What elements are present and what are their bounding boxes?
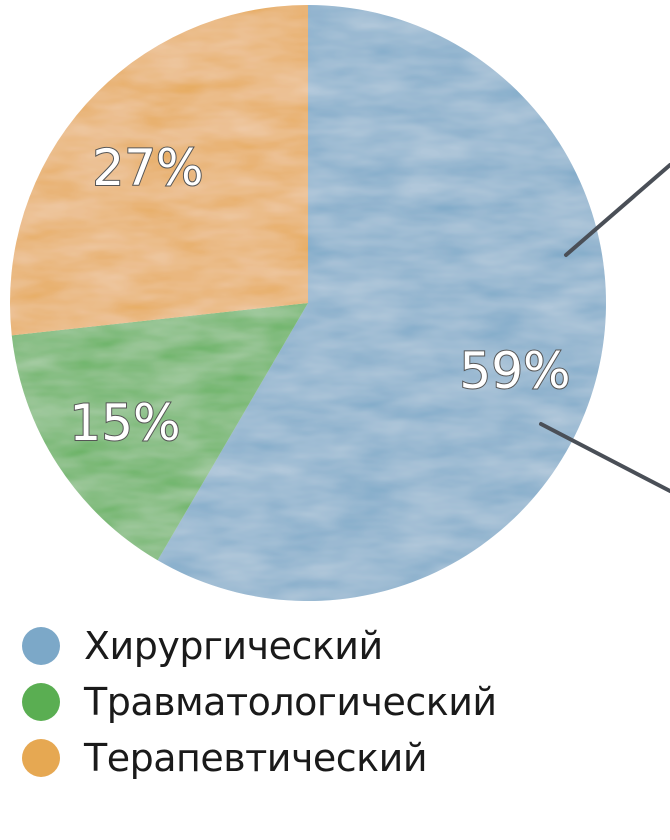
slice-label-traumatology: 15% <box>69 394 180 452</box>
legend-item-traumatology: Травматологический <box>22 674 662 730</box>
pie-slice-therapeutic <box>9 5 309 336</box>
legend-item-therapeutic: Терапевтический <box>22 730 662 786</box>
pie-slice-surgical <box>157 5 606 601</box>
callout-line-upper <box>564 163 670 257</box>
pie-chart: 59% 15% 27% <box>9 5 670 601</box>
legend-label-therapeutic: Терапевтический <box>84 736 428 780</box>
pie-slice-traumatology <box>11 303 308 561</box>
slice-label-therapeutic: 27% <box>92 139 203 197</box>
legend-label-traumatology: Травматологический <box>84 680 497 724</box>
legend-label-surgical: Хирургический <box>84 624 383 668</box>
callout-lines <box>539 163 670 493</box>
slice-label-surgical: 59% <box>459 342 570 400</box>
legend-swatch-traumatology <box>22 683 60 721</box>
legend: Хирургический Травматологический Терапев… <box>22 618 662 786</box>
legend-swatch-therapeutic <box>22 739 60 777</box>
legend-swatch-surgical <box>22 627 60 665</box>
slice-labels: 59% 15% 27% <box>68 138 571 453</box>
legend-item-surgical: Хирургический <box>22 618 662 674</box>
callout-line-lower <box>539 422 670 493</box>
pie-slices <box>9 5 606 601</box>
